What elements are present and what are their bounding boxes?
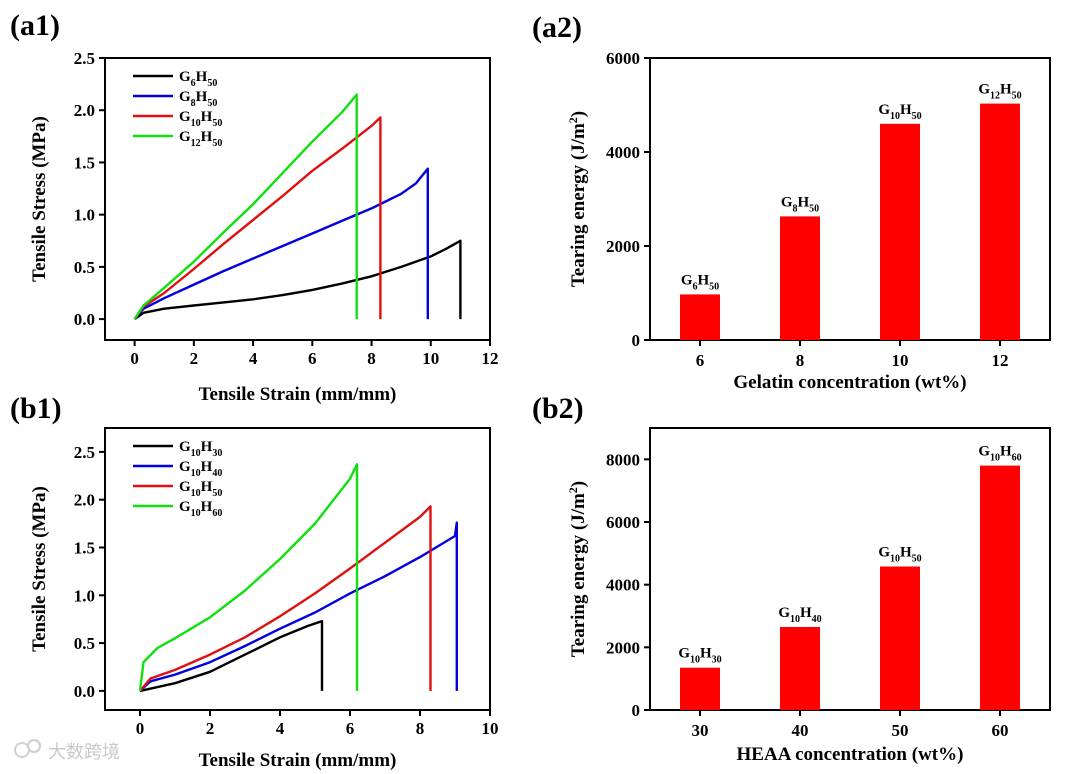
b1-ytick-label: 2.5 bbox=[74, 443, 95, 462]
b1-ytick-label: 1.5 bbox=[74, 538, 95, 557]
a2-bar-label-6: G6H50 bbox=[681, 272, 719, 292]
b2-bar-60 bbox=[980, 465, 1020, 710]
a1-ytick-label: 1.5 bbox=[74, 153, 95, 172]
a1-xtick-label: 10 bbox=[422, 349, 439, 368]
b1-ylabel: Tensile Stress (MPa) bbox=[29, 486, 50, 652]
a1-ytick-label: 2.0 bbox=[74, 101, 95, 120]
chart-b2: 0 2000 4000 6000 8000 Tearing energy (J/m2) HE… bbox=[566, 427, 1051, 765]
b1-legend-label-G10H30: G10H30 bbox=[179, 439, 222, 459]
b2-xtick-label: 40 bbox=[792, 721, 809, 740]
a1-ytick-label: 2.5 bbox=[74, 49, 95, 68]
b2-ytick-label: 4000 bbox=[606, 576, 640, 595]
chart-a2: 0 2000 4000 6000 Tearing energy (J/m2) Gelati… bbox=[566, 49, 1051, 393]
b2-xtick-label: 50 bbox=[892, 721, 909, 740]
watermark-logo-icon bbox=[14, 742, 30, 758]
a1-series-line-G6H50 bbox=[133, 239, 462, 321]
b2-bar-label-30: G10H30 bbox=[678, 646, 721, 666]
b2-bar-label-60: G10H60 bbox=[978, 444, 1021, 464]
b1-series-line-G10H40 bbox=[139, 521, 458, 692]
b2-bar-label-40: G10H40 bbox=[778, 605, 821, 625]
panel-label-b2: (b2) bbox=[532, 392, 584, 425]
a2-bar-label-10: G10H50 bbox=[878, 102, 921, 122]
a2-ytick-label: 0 bbox=[632, 331, 641, 350]
a1-xtick-label: 6 bbox=[308, 349, 317, 368]
a1-xtick-label: 0 bbox=[130, 349, 139, 368]
a1-xtick-label: 8 bbox=[367, 349, 376, 368]
b2-bar-40 bbox=[780, 626, 820, 710]
watermark-logo-icon-2 bbox=[27, 739, 41, 753]
b1-xtick-label: 8 bbox=[416, 719, 425, 738]
a2-ytick-label: 4000 bbox=[606, 143, 640, 162]
b2-xlabel: HEAA concentration (wt%) bbox=[737, 744, 964, 765]
a1-ytick-label: 1.0 bbox=[74, 206, 95, 225]
chart-a1: 0.0 0.5 1.0 1.5 2.0 2.5 Tensile Stress (MPa) Te… bbox=[29, 49, 499, 405]
a2-bar-label-12: G12H50 bbox=[978, 82, 1021, 102]
b1-ytick-label: 0.0 bbox=[74, 682, 95, 701]
b2-bar-label-50: G10H50 bbox=[878, 544, 921, 564]
a1-ylabel: Tensile Stress (MPa) bbox=[29, 116, 50, 282]
a1-legend-label-G12H50: G12H50 bbox=[179, 129, 222, 149]
watermark-text: 大数跨境 bbox=[48, 742, 120, 763]
a2-xlabel: Gelatin concentration (wt%) bbox=[733, 372, 966, 393]
a2-xtick-label: 12 bbox=[992, 351, 1009, 370]
a1-plot-frame bbox=[104, 57, 491, 341]
chart-b1: 0.0 0.5 1.0 1.5 2.0 2.5 Tensile Stress (MPa) Te… bbox=[29, 427, 499, 771]
b1-xtick-label: 6 bbox=[346, 719, 355, 738]
b2-ytick-label: 6000 bbox=[606, 513, 640, 532]
b1-series-line-G10H60 bbox=[138, 463, 359, 692]
b1-xtick-label: 2 bbox=[206, 719, 215, 738]
a1-legend-label-G10H50: G10H50 bbox=[179, 109, 222, 129]
b1-xtick-label: 0 bbox=[136, 719, 145, 738]
b2-bar-30 bbox=[680, 667, 720, 710]
watermark: 大数跨境 bbox=[14, 739, 120, 763]
b2-xtick-label: 60 bbox=[992, 721, 1009, 740]
panel-label-a2: (a2) bbox=[532, 11, 582, 44]
a1-xtick-label: 12 bbox=[482, 349, 499, 368]
a2-bar-10 bbox=[880, 123, 920, 340]
b1-ytick-label: 2.0 bbox=[74, 491, 95, 510]
a1-legend-label-G8H50: G8H50 bbox=[179, 89, 217, 109]
b2-ytick-label: 8000 bbox=[606, 450, 640, 469]
a1-ytick-label: 0.5 bbox=[74, 258, 95, 277]
a1-legend-label-G6H50: G6H50 bbox=[179, 69, 217, 89]
b1-ytick-label: 0.5 bbox=[74, 634, 95, 653]
a2-xtick-label: 6 bbox=[696, 351, 705, 370]
b1-series-line-G10H30 bbox=[139, 619, 324, 693]
b2-xtick-label: 30 bbox=[692, 721, 709, 740]
a2-ytick-label: 6000 bbox=[606, 49, 640, 68]
b1-ytick-label: 1.0 bbox=[74, 586, 95, 605]
b2-ytick-label: 0 bbox=[632, 701, 641, 720]
panel-label-a1: (a1) bbox=[10, 9, 60, 42]
b1-xtick-label: 10 bbox=[482, 719, 499, 738]
a1-xlabel: Tensile Strain (mm/mm) bbox=[199, 384, 397, 405]
a2-bar-12 bbox=[980, 103, 1020, 340]
b1-legend-label-G10H60: G10H60 bbox=[179, 499, 222, 519]
a2-plot-frame bbox=[649, 57, 1051, 341]
b2-bar-50 bbox=[880, 566, 920, 710]
a2-bar-8 bbox=[780, 216, 820, 340]
b1-legend-label-G10H50: G10H50 bbox=[179, 479, 222, 499]
b2-ytick-label: 2000 bbox=[606, 638, 640, 657]
a2-bar-6 bbox=[680, 294, 720, 340]
a2-xtick-label: 8 bbox=[796, 351, 805, 370]
a1-series-line-G12H50 bbox=[133, 93, 358, 320]
a2-ylabel: Tearing energy (J/m2) bbox=[566, 111, 589, 287]
b1-xlabel: Tensile Strain (mm/mm) bbox=[199, 750, 397, 771]
b2-ylabel: Tearing energy (J/m2) bbox=[566, 481, 589, 657]
panel-label-b1: (b1) bbox=[10, 392, 62, 425]
b2-plot-frame bbox=[649, 427, 1051, 711]
b1-legend-label-G10H40: G10H40 bbox=[179, 459, 222, 479]
a2-xtick-label: 10 bbox=[892, 351, 909, 370]
a2-ytick-label: 2000 bbox=[606, 237, 640, 256]
a1-xtick-label: 2 bbox=[190, 349, 199, 368]
b1-series-line-G10H50 bbox=[139, 505, 432, 692]
a1-ytick-label: 0.0 bbox=[74, 310, 95, 329]
b1-xtick-label: 4 bbox=[276, 719, 285, 738]
b1-plot-frame bbox=[104, 427, 491, 711]
a1-xtick-label: 4 bbox=[249, 349, 258, 368]
a1-series-line-G10H50 bbox=[133, 116, 382, 320]
a1-series-line-G8H50 bbox=[133, 167, 429, 320]
a2-bar-label-8: G8H50 bbox=[781, 194, 819, 214]
